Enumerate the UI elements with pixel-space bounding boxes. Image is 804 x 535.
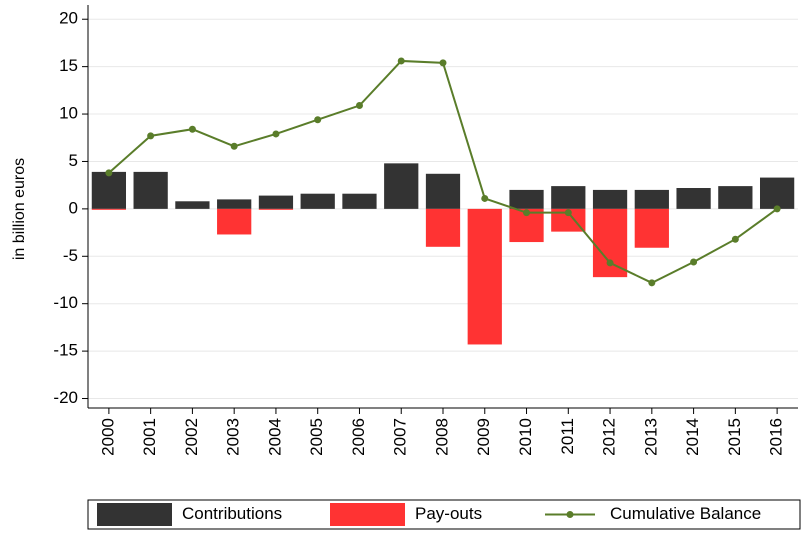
y-axis-label: in billion euros — [11, 158, 28, 260]
x-tick-label: 2011 — [558, 418, 577, 455]
x-tick-label: 2007 — [391, 418, 410, 456]
bar — [551, 186, 586, 209]
bar — [759, 177, 795, 209]
x-tick-label: 2004 — [265, 418, 284, 456]
bar — [425, 208, 461, 247]
point — [105, 169, 113, 177]
point — [314, 116, 322, 124]
bar — [91, 208, 127, 210]
x-tick-label: 2000 — [98, 418, 117, 456]
x-tick-label: 2015 — [725, 418, 744, 456]
bar — [384, 163, 419, 209]
y-tick-label: -15 — [53, 341, 78, 360]
bar — [718, 186, 753, 209]
bar — [592, 189, 628, 209]
bar — [509, 189, 544, 209]
bar — [425, 173, 461, 209]
point — [272, 130, 280, 138]
point — [564, 209, 572, 217]
y-tick-label: -5 — [63, 246, 78, 265]
x-tick-label: 2005 — [307, 418, 326, 456]
bar — [133, 171, 168, 209]
y-tick-label: -10 — [53, 293, 78, 312]
x-tick-label: 2006 — [349, 418, 368, 456]
point — [606, 259, 614, 267]
x-tick-label: 2010 — [516, 418, 535, 456]
point — [147, 132, 155, 140]
point — [731, 235, 739, 243]
bar — [551, 208, 586, 232]
legend-box — [87, 499, 801, 530]
point — [355, 102, 363, 110]
y-tick-label: 0 — [69, 198, 78, 217]
bar — [300, 193, 335, 209]
legend-label: Cumulative Balance — [610, 504, 761, 523]
legend-swatch — [566, 511, 574, 518]
y-tick-label: 10 — [59, 104, 78, 123]
bar — [676, 188, 711, 209]
bar — [175, 201, 210, 209]
legend-swatch — [330, 503, 405, 526]
point — [397, 57, 405, 65]
x-tick-label: 2014 — [683, 418, 702, 456]
bar — [634, 189, 669, 209]
bar — [592, 208, 628, 278]
x-tick-label: 2013 — [641, 418, 660, 456]
point — [188, 125, 196, 133]
y-tick-label: 15 — [59, 56, 78, 75]
legend-label: Pay-outs — [415, 504, 482, 523]
bar — [217, 199, 252, 209]
bar — [634, 208, 669, 248]
y-tick-label: 5 — [69, 151, 78, 170]
bar — [217, 208, 252, 235]
x-tick-label: 2008 — [432, 418, 451, 456]
bar — [91, 171, 127, 209]
point — [230, 142, 238, 150]
bar — [467, 208, 502, 345]
bar — [258, 195, 294, 209]
point — [481, 194, 489, 202]
y-tick-label: -20 — [53, 388, 78, 407]
line — [108, 59, 778, 284]
legend-swatch — [97, 503, 172, 526]
y-tick-label: 20 — [59, 9, 78, 28]
x-tick-label: 2012 — [600, 418, 619, 456]
point — [439, 59, 447, 67]
x-tick-label: 2009 — [474, 418, 493, 456]
x-tick-label: 2016 — [767, 418, 786, 456]
bar — [342, 193, 377, 209]
x-tick-label: 2001 — [140, 418, 159, 456]
point — [523, 209, 531, 217]
point — [648, 279, 656, 287]
x-tick-label: 2002 — [182, 418, 201, 456]
bar — [258, 208, 294, 210]
point — [773, 205, 781, 213]
legend-label: Contributions — [182, 504, 282, 523]
point — [690, 258, 698, 266]
x-tick-label: 2003 — [224, 418, 243, 456]
